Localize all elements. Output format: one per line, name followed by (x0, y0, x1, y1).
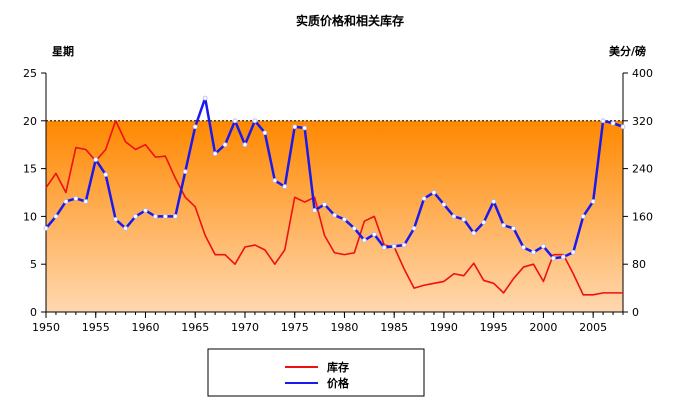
price-point (461, 216, 467, 222)
x-tick-label: 1990 (430, 321, 458, 334)
price-point (342, 216, 347, 222)
price-point (232, 118, 238, 124)
left-axis-label: 星期 (52, 44, 74, 58)
price-point (322, 202, 327, 207)
price-point (202, 95, 208, 101)
left-tick-label: 5 (30, 258, 37, 271)
price-point (182, 169, 188, 174)
price-point (73, 196, 79, 201)
price-point (53, 213, 59, 219)
price-point (600, 118, 606, 124)
price-point (590, 199, 596, 204)
price-point (371, 231, 377, 237)
x-tick-label: 1970 (231, 321, 259, 334)
left-tick-label: 25 (23, 67, 37, 80)
price-point (272, 178, 278, 183)
price-point (83, 199, 89, 204)
left-tick-label: 20 (23, 115, 37, 128)
price-point (481, 219, 487, 225)
price-point (252, 118, 258, 124)
price-point (620, 124, 626, 130)
price-point (103, 172, 109, 177)
price-point (421, 196, 427, 201)
price-point (153, 213, 158, 219)
price-point (113, 216, 119, 222)
legend-box (207, 348, 425, 397)
left-tick-label: 15 (23, 163, 37, 176)
price-point (610, 120, 616, 126)
stocks-line (45, 120, 623, 296)
price-point (282, 184, 288, 189)
price-point (212, 151, 218, 157)
price-point (401, 242, 407, 248)
x-tick-label: 1955 (82, 321, 110, 334)
price-point (93, 157, 99, 163)
x-tick-label: 1995 (480, 321, 508, 334)
price-point (332, 212, 337, 218)
price-point (381, 245, 387, 250)
price-point (351, 225, 357, 231)
x-tick-label: 1950 (32, 321, 60, 334)
price-point (541, 243, 546, 249)
price-point (451, 213, 457, 219)
left-tick-label: 0 (30, 306, 37, 319)
right-tick-label: 400 (632, 67, 653, 80)
x-tick-label: 2000 (529, 321, 557, 334)
price-point (43, 225, 49, 231)
x-tick-label: 1980 (330, 321, 358, 334)
x-tick-label: 1960 (131, 321, 159, 334)
right-tick-label: 320 (632, 115, 653, 128)
left-tick-label: 10 (23, 210, 37, 223)
chart-title: 实质价格和相关库存 (296, 13, 404, 28)
right-tick-label: 80 (632, 258, 646, 271)
legend-label-price: 价格 (327, 376, 350, 390)
price-point (192, 124, 198, 130)
price-point (391, 243, 397, 249)
right-tick-label: 0 (632, 306, 639, 319)
series-price (43, 95, 626, 261)
x-axis: 1950 1955 1960 1965 1970 1975 1980 1985 1990 1995… (32, 312, 624, 334)
price-point (302, 125, 308, 131)
price-point (292, 124, 298, 130)
legend: 库存 价格 (207, 348, 425, 397)
price-point (411, 225, 417, 231)
price-point (471, 230, 477, 236)
price-point (162, 213, 168, 219)
price-point (521, 245, 526, 250)
price-point (143, 208, 148, 213)
price-point (312, 208, 318, 213)
legend-label-stocks: 库存 (327, 360, 349, 374)
price-point (63, 199, 69, 204)
price-point (123, 225, 128, 231)
price-point (491, 199, 497, 204)
right-axis-label: 美分/磅 (609, 44, 646, 58)
price-point (441, 202, 447, 207)
price-point (431, 190, 437, 195)
x-tick-label: 1965 (181, 321, 209, 334)
x-tick-label: 1985 (380, 321, 408, 334)
price-point (580, 213, 586, 219)
price-point (550, 255, 556, 261)
price-point (501, 222, 507, 228)
right-tick-label: 160 (632, 210, 653, 223)
price-point (361, 237, 367, 243)
right-tick-label: 240 (632, 163, 653, 176)
right-y-axis: 0 80 160 240 320 400 (623, 67, 653, 319)
left-y-axis: 0 5 10 15 20 25 (23, 67, 46, 319)
price-point (262, 130, 268, 136)
price-point (222, 142, 228, 148)
x-tick-label: 2005 (579, 321, 607, 334)
x-tick-label: 1975 (281, 321, 309, 334)
price-point (560, 254, 566, 260)
price-point (511, 225, 516, 231)
price-point (172, 213, 178, 219)
series-stocks (45, 120, 623, 296)
price-point (531, 249, 536, 255)
price-point (242, 142, 248, 148)
price-point (133, 213, 138, 219)
price-point (570, 249, 576, 255)
